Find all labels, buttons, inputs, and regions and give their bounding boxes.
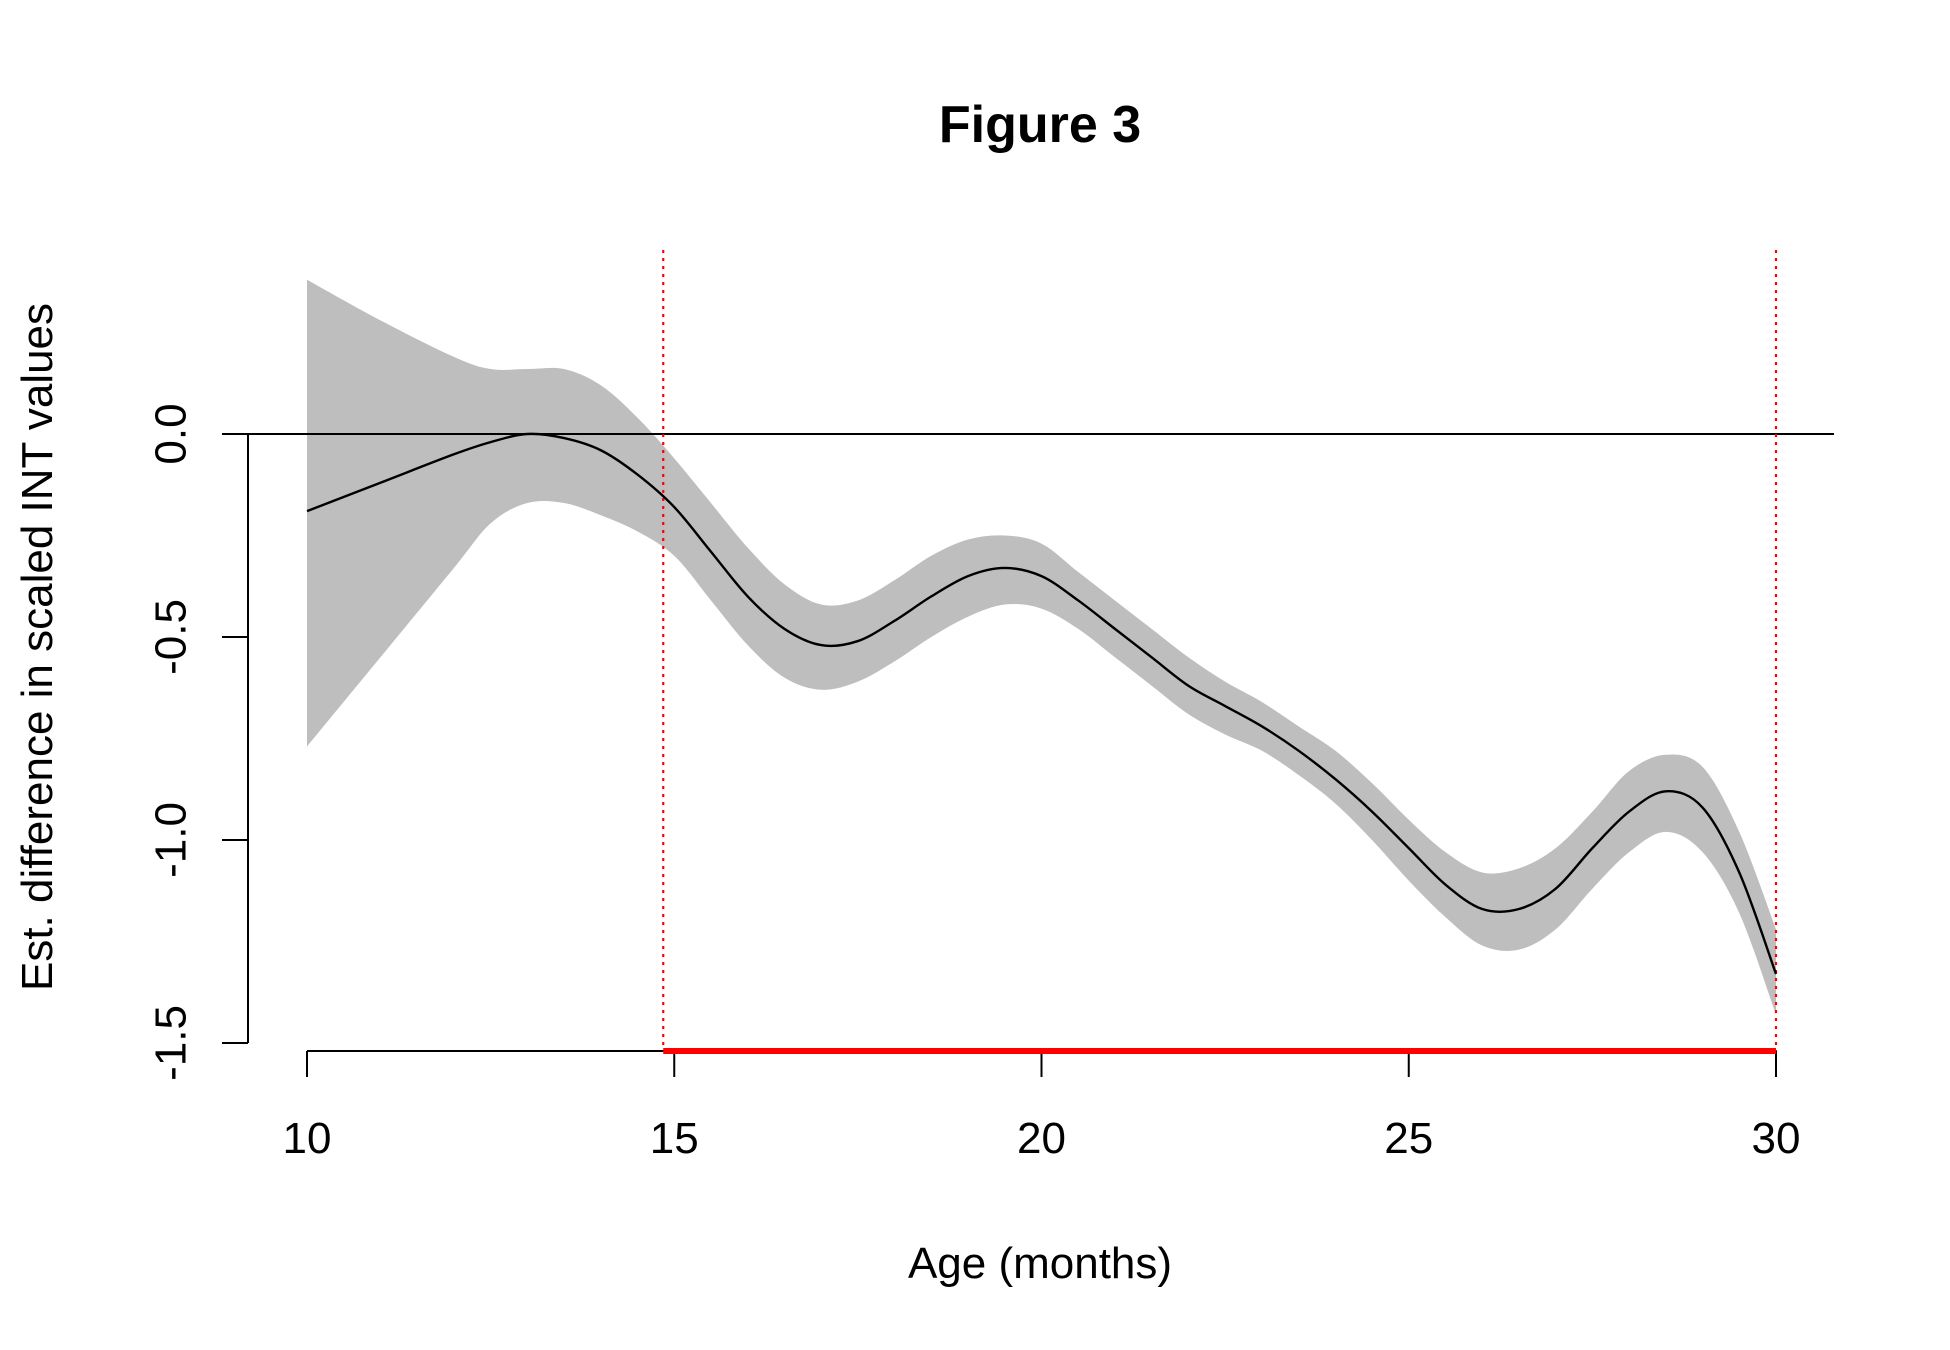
estimate-line [306, 432, 1778, 975]
x-axis-label: Age (months) [908, 1239, 1172, 1288]
y-axis-label: Est. difference in scaled INT values [13, 303, 62, 991]
x-tick-label: 25 [1384, 1114, 1433, 1163]
y-tick-label: 0.0 [147, 403, 196, 464]
x-tick-label: 20 [1017, 1114, 1066, 1163]
y-tick-label: -1.0 [147, 802, 196, 878]
y-tick-label: -0.5 [147, 599, 196, 675]
x-tick-label: 30 [1752, 1114, 1801, 1163]
x-tick-label: 15 [650, 1114, 699, 1163]
y-tick-label: -1.5 [147, 1005, 196, 1081]
chart-title: Figure 3 [939, 96, 1141, 154]
x-tick-label: 10 [283, 1114, 332, 1163]
confidence-band [307, 279, 1776, 1015]
plot-layer: 0.0 -0.5 -1.0 -1.5 10 15 20 25 30 [147, 250, 1834, 1163]
